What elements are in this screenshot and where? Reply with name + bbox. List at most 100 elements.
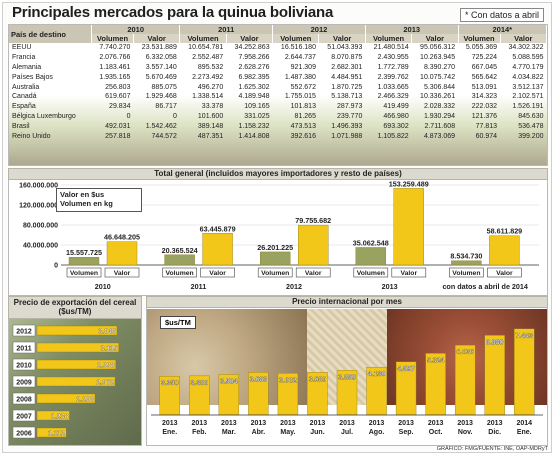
row-country: Países Bajos <box>12 73 53 81</box>
row-cell: 619.607 <box>105 93 131 101</box>
row-cell: 5.088.595 <box>512 54 544 62</box>
row-cell: 4.770.179 <box>512 63 544 71</box>
source-note: GRÁFICO: FMG/FUENTE: INE, OAP-MDRyT <box>436 446 548 452</box>
row-country: Bélgica Luxemburgo <box>12 112 76 120</box>
row-cell: 399.200 <box>518 132 544 140</box>
intl-value-label: 6.036 <box>456 349 474 356</box>
intl-bar <box>484 335 505 416</box>
month-year-label: 2013 <box>457 420 473 427</box>
legend-value-label: Valor en $us <box>60 190 105 199</box>
legend-volume-label: Volumen en kg <box>60 199 113 208</box>
export-year-label: 2008 <box>16 397 32 404</box>
row-country: Alemania <box>12 63 42 71</box>
row-cell: 1.487.380 <box>284 73 316 81</box>
row-cell: 257.818 <box>105 132 131 140</box>
row-cell: 1.526.191 <box>512 103 544 111</box>
export-price-chart: 2012 3.046 2011 3.115 2010 2.998 2009 2.972 2008… <box>12 324 119 439</box>
cat-box <box>487 267 522 278</box>
row-cell: 1.625.302 <box>238 83 270 91</box>
header-volume: Volumen <box>179 34 227 43</box>
table-row: Bélgica Luxemburgo 0 0 101.600 331.025 81.265… <box>9 112 547 122</box>
markets-table: País de destino 2010 2011 2012 2013 2014* Vo… <box>8 24 548 166</box>
cat-label: Volumen <box>261 270 289 277</box>
row-cell: 1.033.665 <box>377 83 409 91</box>
month-year-label: 2013 <box>280 420 296 427</box>
month-year-label: 2013 <box>369 420 385 427</box>
total-value-label: 26.201.225 <box>257 243 293 252</box>
row-country: España <box>12 103 36 111</box>
period-label: 2011 <box>191 282 207 291</box>
row-cell: 5.670.469 <box>145 73 177 81</box>
row-cell: 536.478 <box>518 122 544 130</box>
export-bar <box>36 427 67 438</box>
cat-label: Volumen <box>452 270 480 277</box>
row-cell: 86.717 <box>155 103 177 111</box>
total-bar-value <box>202 233 233 266</box>
row-cell: 419.499 <box>383 103 409 111</box>
row-country: Canadá <box>12 93 37 101</box>
intl-value-label: 3.689 <box>309 376 327 383</box>
row-cell: 1.071.988 <box>331 132 363 140</box>
row-cell: 331.025 <box>244 112 270 120</box>
export-bar <box>36 342 119 353</box>
row-cell: 667.045 <box>471 63 498 71</box>
year-box <box>12 392 36 405</box>
y-tick-label: 120.000.000 <box>19 203 58 210</box>
row-country: Australia <box>12 83 40 91</box>
row-cell: 2.466.329 <box>377 93 409 101</box>
total-value-label: 20.365.524 <box>162 246 198 255</box>
row-cell: 0 <box>126 112 131 120</box>
row-cell: 8.390.270 <box>423 63 456 71</box>
header-country: País de destino <box>9 25 92 43</box>
row-cell: 2.399.762 <box>377 73 409 81</box>
row-cell: 222.032 <box>471 103 498 111</box>
row-cell: 2.430.955 <box>377 54 409 62</box>
total-chart-panel: 160.000.000 120.000.000 80.000.000 40.000.0… <box>8 168 548 296</box>
header-volume: Volumen <box>272 34 320 43</box>
year-box <box>12 375 36 388</box>
total-bar-volume <box>451 260 482 266</box>
header-value: Valor <box>133 34 181 43</box>
row-cell: 121.376 <box>471 112 498 120</box>
row-cell: 10.654.781 <box>188 44 224 52</box>
row-cell: 10.263.945 <box>420 54 456 62</box>
period-label: 2010 <box>95 282 111 291</box>
month-year-label: 2013 <box>162 420 178 427</box>
period-label: con datos a abril de 2014 <box>442 282 528 291</box>
row-cell: 921.309 <box>290 63 316 71</box>
row-cell: 3.512.137 <box>512 83 544 91</box>
export-bar <box>36 325 118 336</box>
row-cell: 5.055.369 <box>465 44 498 52</box>
cat-box <box>391 267 427 278</box>
table-row: Brasil 492.031 1.542.462 389.148 1.158.232 47… <box>9 121 547 131</box>
export-year-label: 2010 <box>16 363 32 370</box>
row-cell: 109.165 <box>244 103 270 111</box>
month-year-label: 2013 <box>339 420 355 427</box>
row-cell: 1.158.232 <box>238 122 270 130</box>
total-value-label: 46.648.205 <box>104 233 140 242</box>
intl-value-label: 3.350 <box>161 380 179 387</box>
total-value-label: 58.611.829 <box>487 227 523 236</box>
row-cell: 0 <box>172 112 177 120</box>
cat-label: Valor <box>305 270 322 277</box>
row-cell: 693.302 <box>383 122 409 130</box>
table-row: Francia 2.076.766 6.332.058 2.552.487 7.958.… <box>9 53 547 63</box>
row-cell: 1.496.393 <box>331 122 363 130</box>
month-label: Dic. <box>488 429 501 436</box>
month-label: Ene. <box>162 429 177 436</box>
header-volume: Volumen <box>91 34 134 43</box>
row-cell: 4.034.822 <box>512 73 544 81</box>
header-year-0: 2010 <box>91 25 181 34</box>
row-country: Reino Unido <box>12 132 51 140</box>
export-year-label: 2006 <box>16 431 32 438</box>
table-row: Australia 256.803 885.075 496.270 1.625.302 5… <box>9 82 547 92</box>
month-year-label: 2014 <box>516 420 532 427</box>
intl-price-title: Precio internacional por mes <box>146 296 548 308</box>
table-row: Reino Unido 257.818 744.572 487.351 1.414.80… <box>9 131 547 141</box>
month-label: Jun. <box>310 429 324 436</box>
row-cell: 1.755.015 <box>284 93 316 101</box>
cat-label: Valor <box>496 270 513 277</box>
total-value-label: 153.259.489 <box>389 179 429 188</box>
header-year-3: 2013 <box>365 25 459 34</box>
